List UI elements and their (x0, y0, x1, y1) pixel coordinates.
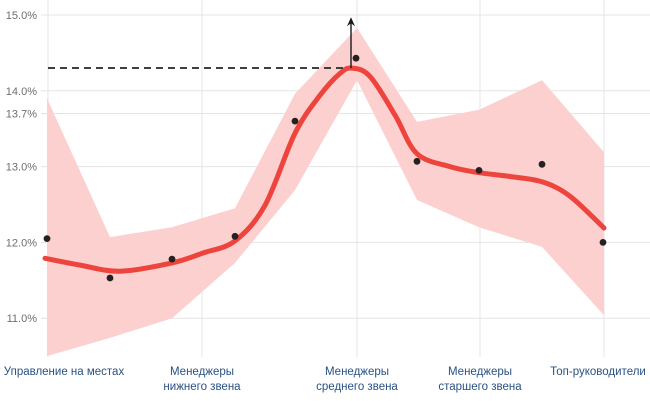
x-tick-label: Топ-руководители (550, 366, 646, 378)
x-tick-label: старшего звена (438, 381, 522, 393)
data-point (106, 274, 114, 282)
peak-arrow (347, 17, 355, 69)
y-tick-label: 12.0% (6, 237, 37, 249)
data-point (475, 167, 483, 174)
data-point (291, 117, 299, 125)
confidence-band-area (47, 27, 604, 357)
x-tick-label: нижнего звена (163, 381, 241, 393)
y-tick-label: 14.0% (6, 86, 37, 98)
x-tick-label: Менеджеры (170, 366, 234, 378)
x-tick-label: Управление на местах (4, 366, 125, 378)
arrow-head (347, 17, 355, 27)
y-tick-label: 13.7% (6, 109, 37, 121)
data-point (599, 239, 607, 246)
data-point (168, 255, 176, 263)
y-tick-label: 13.0% (6, 162, 37, 174)
data-point (538, 160, 546, 168)
y-tick-label: 15.0% (6, 10, 37, 22)
y-axis-labels: 15.0% 14.0% 13.7% 13.0% 12.0% 11.0% (6, 10, 37, 325)
data-point (231, 232, 239, 240)
x-tick-label: Менеджеры (448, 366, 512, 378)
x-axis-labels: Управление на местах Менеджеры нижнего зве… (4, 366, 646, 393)
trend-line (42, 65, 607, 274)
trend-line-path (42, 65, 607, 274)
data-point (413, 157, 421, 165)
data-point (352, 54, 360, 62)
confidence-band (47, 27, 604, 357)
x-tick-label: среднего звена (316, 381, 398, 393)
data-point (43, 235, 51, 243)
x-tick-label: Менеджеры (325, 366, 389, 378)
y-tick-label: 11.0% (7, 313, 38, 325)
scatter-points (43, 54, 607, 282)
